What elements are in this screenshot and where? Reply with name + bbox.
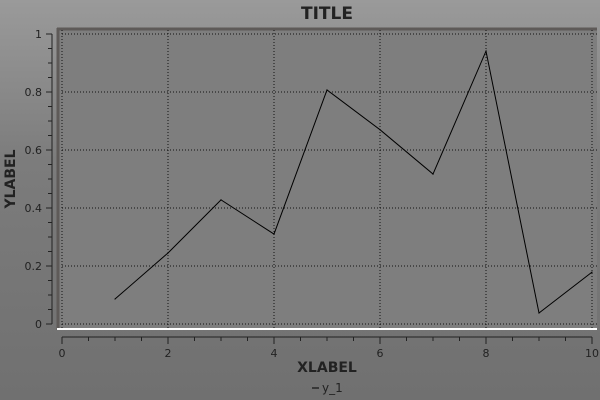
- data-point: [114, 298, 116, 300]
- data-point: [273, 233, 275, 235]
- y-tick-label: 0: [35, 318, 42, 331]
- y-tick-label: 0.2: [25, 260, 43, 273]
- y-axis-label: YLABEL: [3, 149, 19, 209]
- series: [114, 49, 593, 314]
- x-axis-label: XLABEL: [297, 360, 357, 376]
- x-tick-label: 2: [165, 347, 172, 360]
- data-point: [538, 312, 540, 314]
- plot-area: [57, 28, 597, 328]
- chart-title: TITLE: [301, 4, 353, 24]
- data-point: [379, 129, 381, 131]
- x-tick-label: 8: [483, 347, 490, 360]
- series-line-y_1: [114, 49, 593, 314]
- data-point: [326, 89, 328, 91]
- legend-entry: y_1: [322, 381, 343, 395]
- x-tick-label: 4: [271, 347, 278, 360]
- y-tick-label: 0.8: [25, 86, 43, 99]
- y-tick-label: 0.4: [25, 202, 43, 215]
- data-point: [432, 173, 434, 175]
- axes: 00.20.40.60.810 2 4 6 8 10: [25, 28, 600, 360]
- y-tick-label: 0.6: [25, 144, 43, 157]
- data-point: [167, 252, 169, 254]
- data-point: [485, 50, 487, 52]
- x-tick-label: 0: [59, 347, 66, 360]
- data-point: [591, 271, 593, 273]
- x-tick-label: 6: [377, 347, 384, 360]
- data-point: [220, 199, 222, 201]
- x-tick-label: 10: [585, 347, 599, 360]
- y-tick-label: 1: [35, 28, 42, 41]
